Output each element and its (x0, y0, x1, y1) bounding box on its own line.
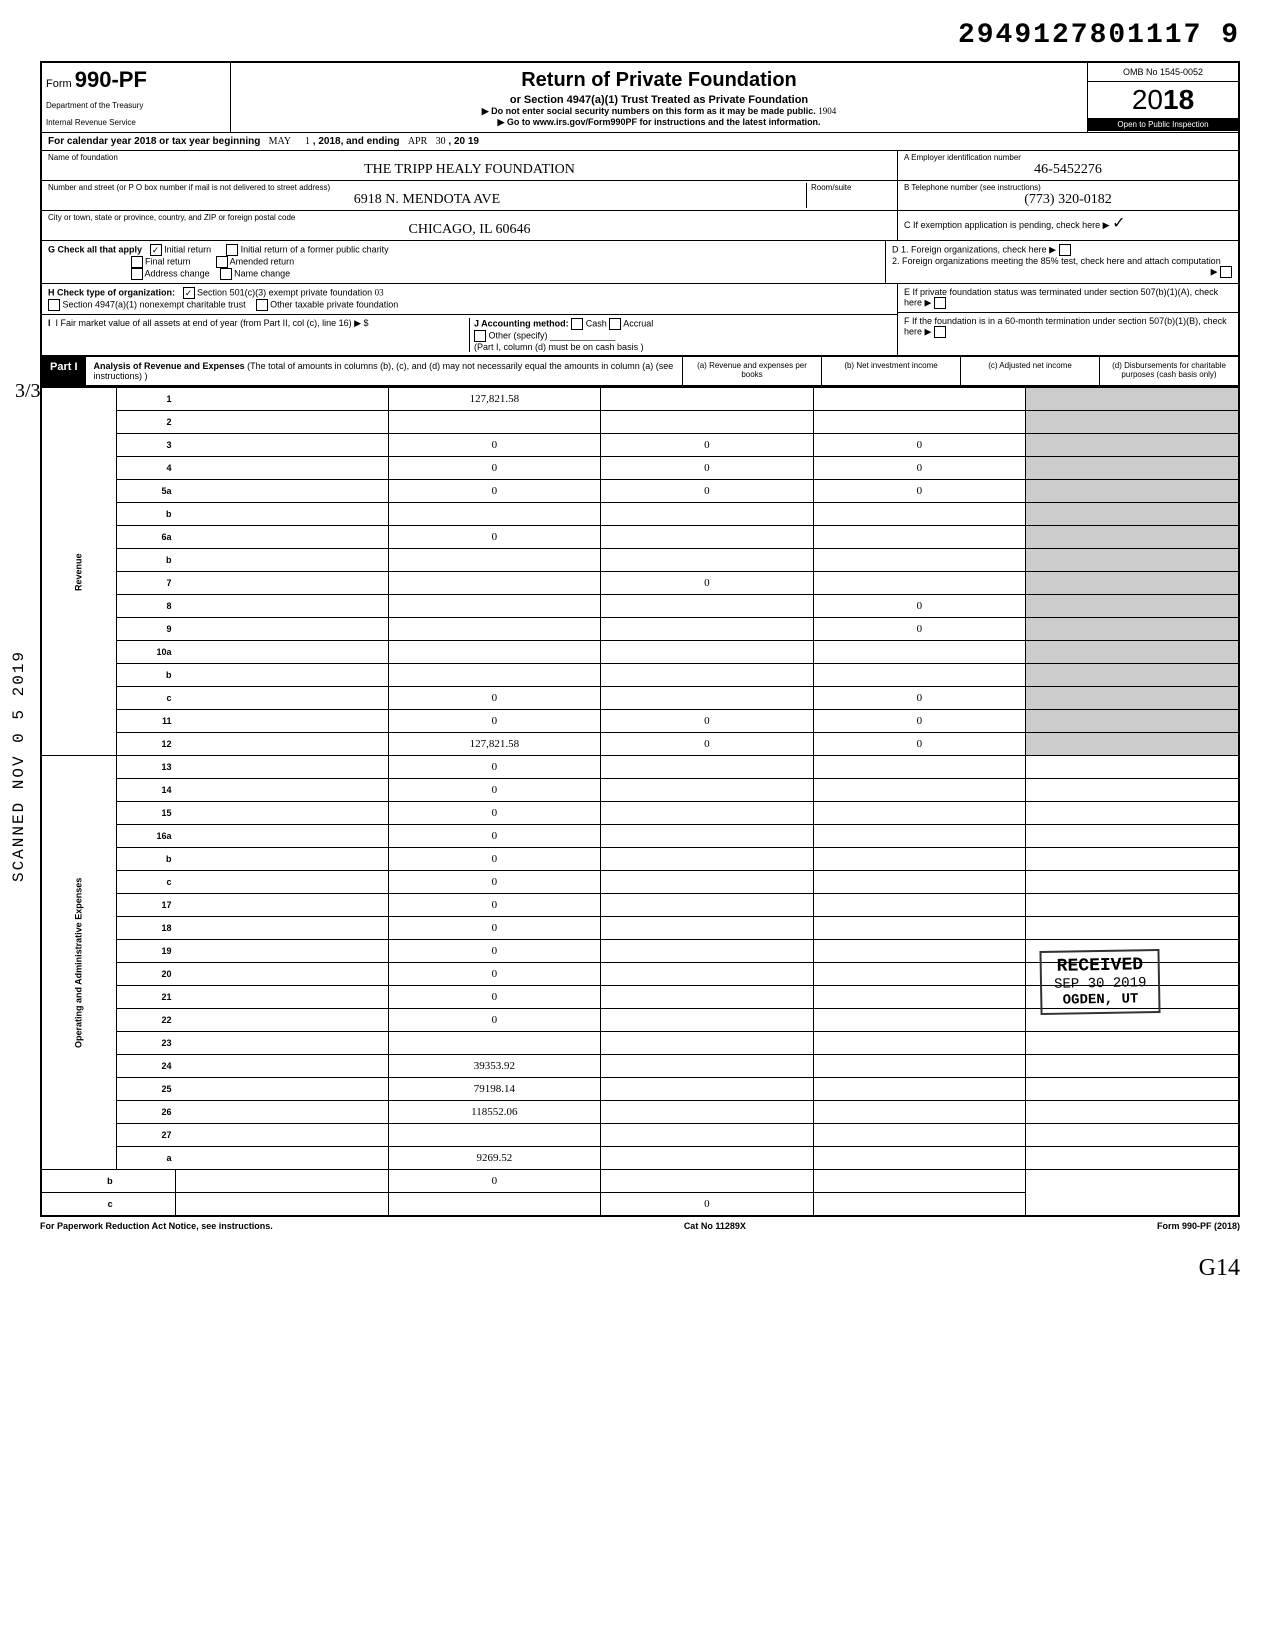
table-row: 80 (41, 595, 1239, 618)
dept-treasury: Department of the Treasury (46, 101, 226, 110)
amended-checkbox[interactable] (216, 256, 228, 268)
irs-label: Internal Revenue Service (46, 118, 226, 127)
table-row: 4000 (41, 457, 1239, 480)
other-taxable-checkbox[interactable] (256, 299, 268, 311)
final-return-checkbox[interactable] (131, 256, 143, 268)
accrual-checkbox[interactable] (609, 318, 621, 330)
table-row: 180 (41, 917, 1239, 940)
4947-checkbox[interactable] (48, 299, 60, 311)
phone-value: (773) 320-0182 (904, 192, 1232, 208)
foundation-info: Name of foundation THE TRIPP HEALY FOUND… (40, 150, 1240, 240)
table-row: 2 (41, 411, 1239, 434)
table-row: b0 (41, 848, 1239, 871)
table-row: 90 (41, 618, 1239, 641)
table-row: b (41, 549, 1239, 572)
ein-value: 46-5452276 (904, 162, 1232, 178)
table-row: b (41, 664, 1239, 687)
omb-number: OMB No 1545-0052 (1088, 63, 1238, 82)
box-f: F If the foundation is in a 60-month ter… (898, 313, 1238, 341)
margin-note: 3/3 (15, 380, 41, 403)
cash-checkbox[interactable] (571, 318, 583, 330)
name-label: Name of foundation (48, 153, 891, 162)
tax-year: 2018 (1088, 82, 1238, 118)
initial-return-checkbox[interactable]: ✓ (150, 244, 162, 256)
table-row: c0 (41, 871, 1239, 894)
form-subtitle: or Section 4947(a)(1) Trust Treated as P… (235, 94, 1083, 106)
calendar-year-row: For calendar year 2018 or tax year begin… (40, 132, 1240, 150)
table-row: 170 (41, 894, 1239, 917)
phone-label: B Telephone number (see instructions) (904, 183, 1232, 192)
page-footer: For Paperwork Reduction Act Notice, see … (40, 1217, 1240, 1235)
main-table: Revenue1127,821.582300040005a000b6a0b708… (40, 387, 1240, 1217)
form-title: Return of Private Foundation (235, 69, 1083, 92)
address-change-checkbox[interactable] (131, 268, 143, 280)
section-hij: H Check type of organization: ✓ Section … (40, 283, 1240, 357)
table-row: 6a0 (41, 526, 1239, 549)
form-footer: Form 990-PF (2018) (1157, 1221, 1240, 1231)
revenue-section-label: Revenue (41, 388, 117, 756)
part1-header: Part I Analysis of Revenue and Expenses … (40, 357, 1240, 387)
cat-number: Cat No 11289X (684, 1221, 746, 1231)
table-row: 11000 (41, 710, 1239, 733)
col-d-header: (d) Disbursements for charitable purpose… (1099, 357, 1238, 385)
bottom-handwriting: G14 (40, 1255, 1240, 1282)
url-line: ▶ Go to www.irs.gov/Form990PF for instru… (235, 117, 1083, 128)
table-row: b0 (41, 1170, 1239, 1193)
check-g-row: G Check all that apply ✓ Initial return … (40, 240, 1240, 283)
paperwork-notice: For Paperwork Reduction Act Notice, see … (40, 1221, 273, 1231)
table-row: 27 (41, 1124, 1239, 1147)
street-label: Number and street (or P O box number if … (48, 183, 806, 192)
table-row: 2439353.92 (41, 1055, 1239, 1078)
public-inspection: Open to Public Inspection (1088, 118, 1238, 131)
city-state-zip: CHICAGO, IL 60646 (48, 222, 891, 238)
table-row: 150 (41, 802, 1239, 825)
table-row: 26118552.06 (41, 1101, 1239, 1124)
table-row: 70 (41, 572, 1239, 595)
table-row: c0 (41, 1193, 1239, 1217)
foundation-name: THE TRIPP HEALY FOUNDATION (48, 162, 891, 178)
name-change-checkbox[interactable] (220, 268, 232, 280)
table-row: a9269.52 (41, 1147, 1239, 1170)
form-number: Form 990-PF (46, 67, 226, 93)
city-label: City or town, state or province, country… (48, 213, 891, 222)
box-d2: 2. Foreign organizations meeting the 85%… (892, 256, 1232, 266)
scanned-stamp: SCANNED NOV 0 5 2019 (10, 650, 28, 882)
street-address: 6918 N. MENDOTA AVE (48, 192, 806, 208)
table-row: 3000 (41, 434, 1239, 457)
col-c-header: (c) Adjusted net income (960, 357, 1099, 385)
other-method-checkbox[interactable] (474, 330, 486, 342)
exemption-label: C If exemption application is pending, c… (904, 220, 1110, 230)
col-a-header: (a) Revenue and expenses per books (682, 357, 821, 385)
table-row: 16a0 (41, 825, 1239, 848)
col-b-header: (b) Net investment income (821, 357, 960, 385)
form-header: Form 990-PF Department of the Treasury I… (40, 61, 1240, 132)
document-number: 2949127801117 9 (40, 20, 1240, 51)
table-row: 140 (41, 779, 1239, 802)
table-row: 12127,821.5800 (41, 733, 1239, 756)
501c3-checkbox[interactable]: ✓ (183, 287, 195, 299)
table-row: c00 (41, 687, 1239, 710)
table-row: Revenue1127,821.58 (41, 388, 1239, 411)
opex-section-label: Operating and Administrative Expenses (41, 756, 117, 1170)
box-d1: D 1. Foreign organizations, check here ▶ (892, 244, 1232, 256)
room-label: Room/suite (811, 183, 891, 192)
table-row: 23 (41, 1032, 1239, 1055)
received-stamp: RECEIVED SEP 30 2019 OGDEN, UT (1039, 949, 1161, 1015)
table-row: Operating and Administrative Expenses130 (41, 756, 1239, 779)
table-row: b (41, 503, 1239, 526)
former-charity-checkbox[interactable] (226, 244, 238, 256)
warning-line: ▶ Do not enter social security numbers o… (235, 106, 1083, 117)
table-row: 2579198.14 (41, 1078, 1239, 1101)
box-e: E If private foundation status was termi… (898, 284, 1238, 313)
ein-label: A Employer identification number (904, 153, 1232, 162)
table-row: 5a000 (41, 480, 1239, 503)
table-row: 10a (41, 641, 1239, 664)
